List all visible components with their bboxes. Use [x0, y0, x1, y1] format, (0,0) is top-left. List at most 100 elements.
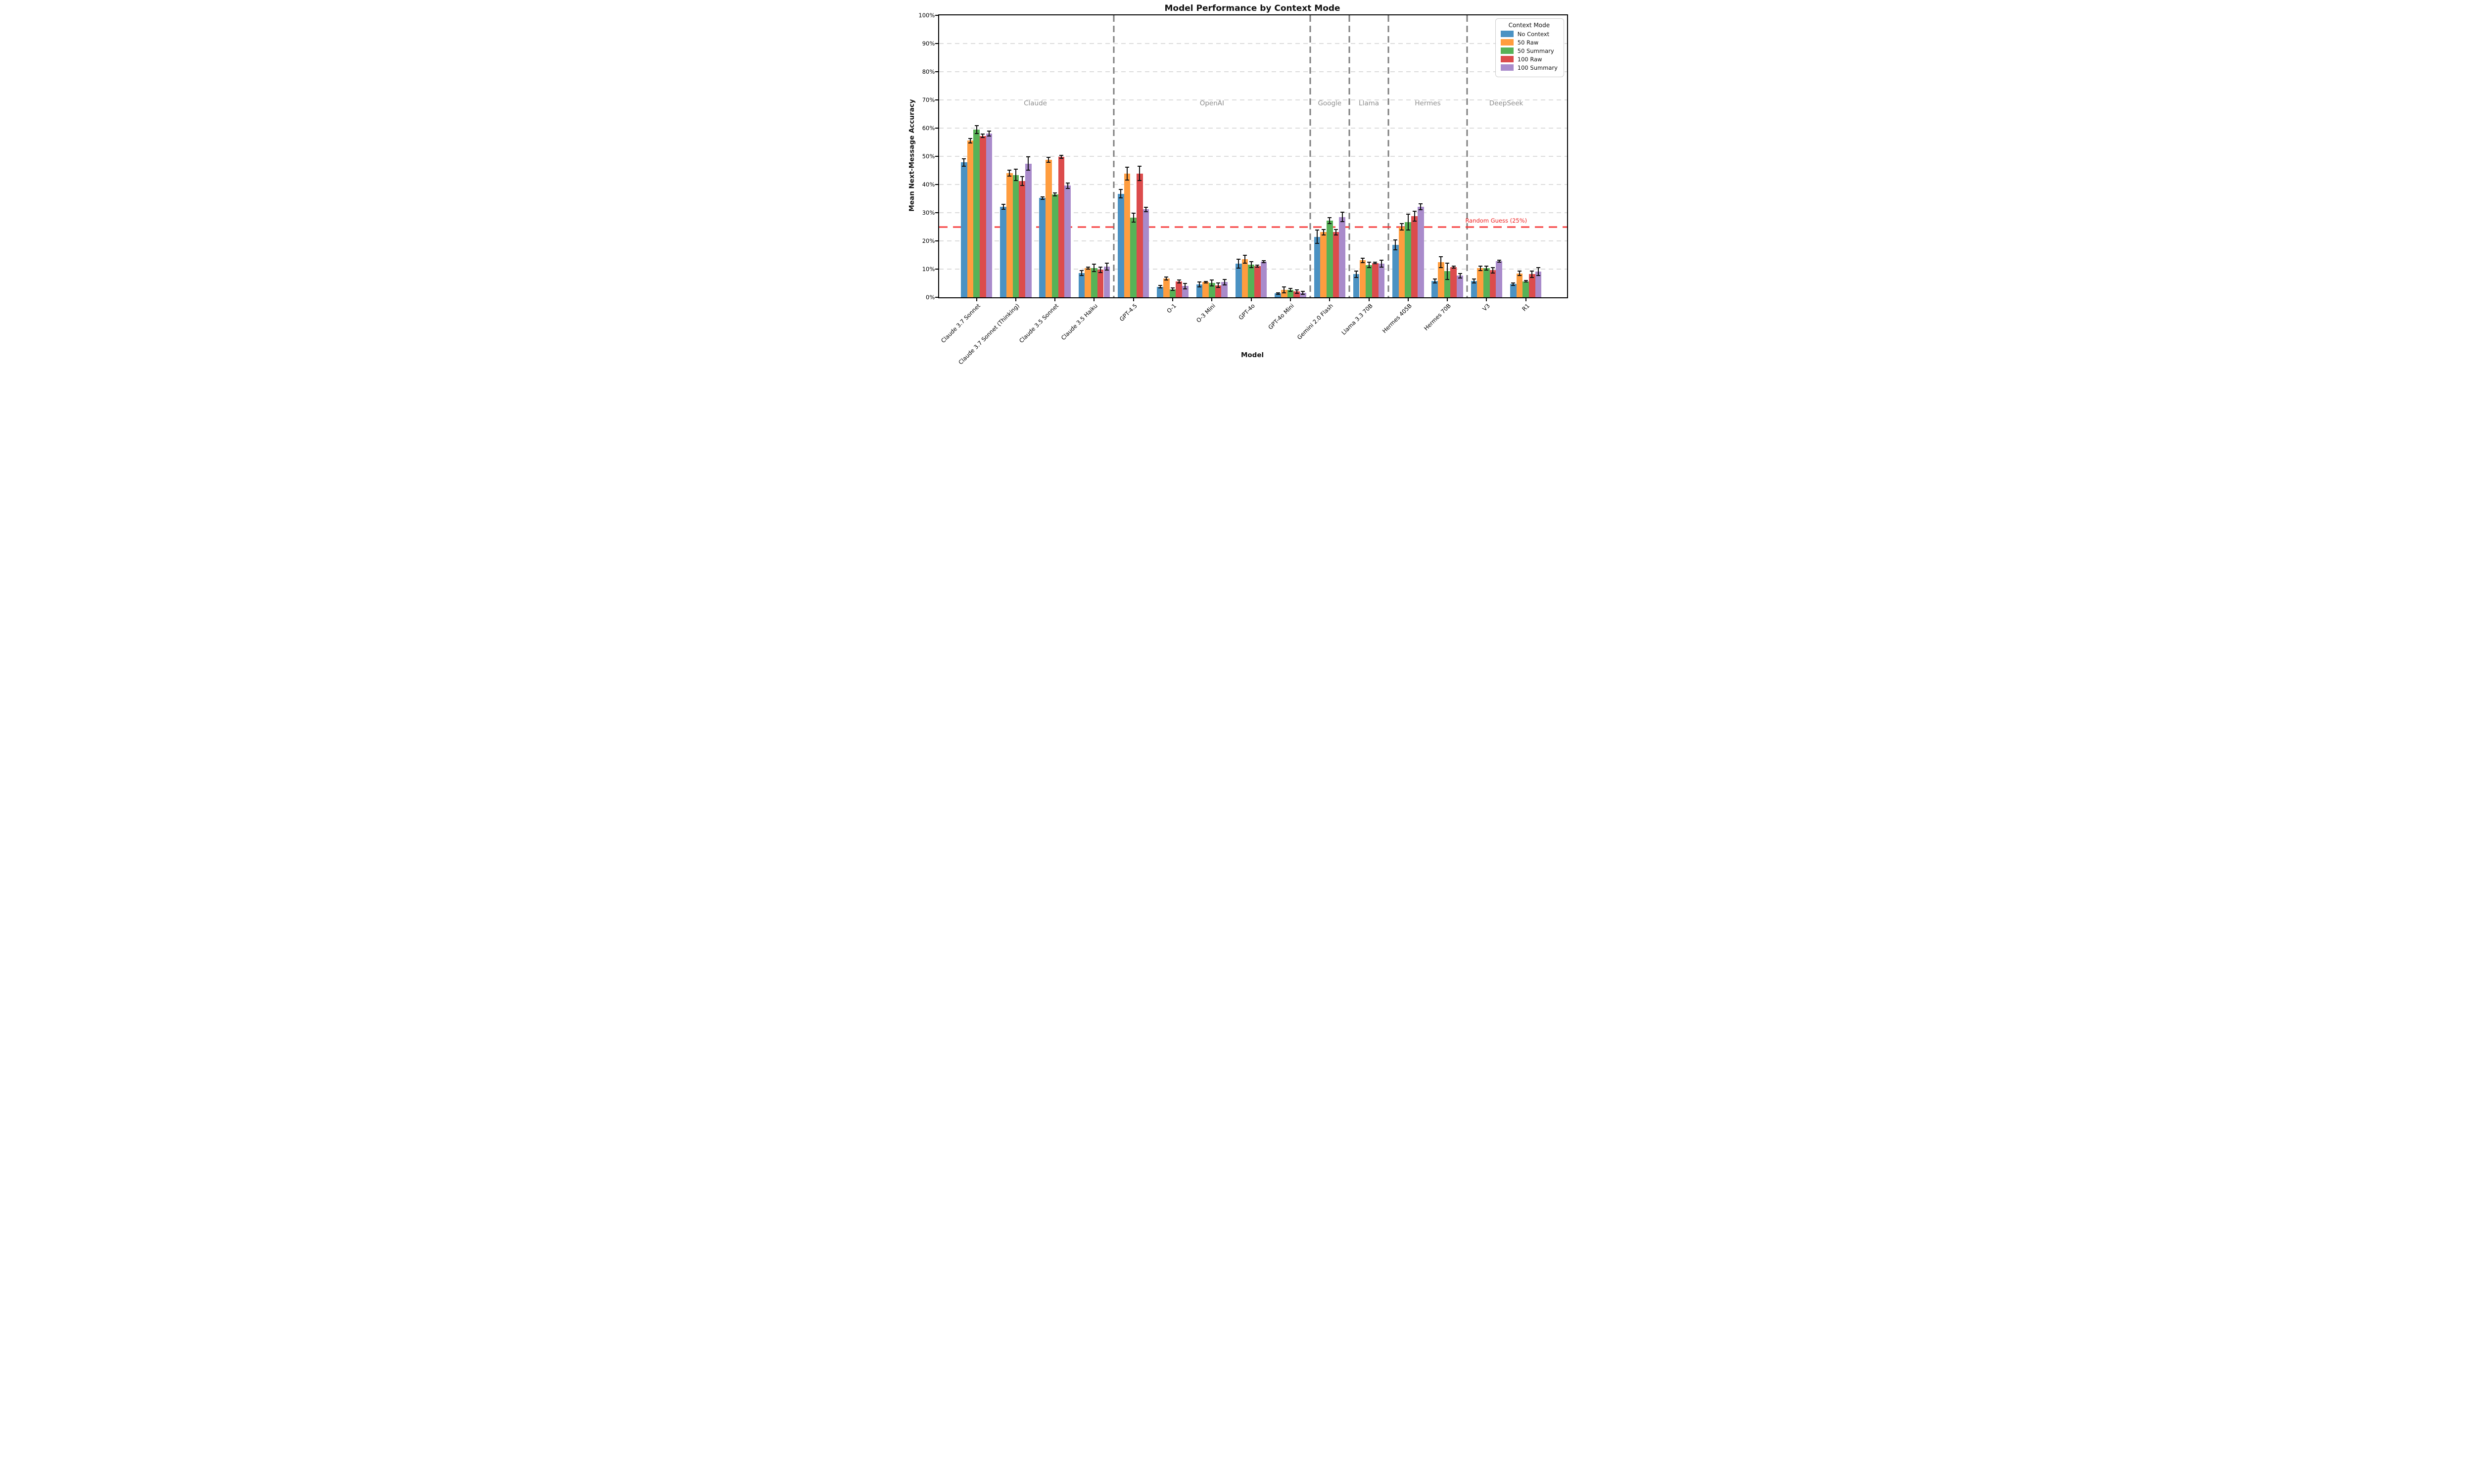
x-tick-11: [1407, 297, 1409, 302]
bar-50-raw-12: [1438, 262, 1444, 298]
errorbar-100-summary-0: [987, 130, 991, 137]
errorbar-100-raw-13: [1491, 267, 1495, 274]
vendor-separator: [1113, 15, 1115, 298]
errorbar-50-summary-6: [1210, 279, 1214, 286]
random-guess-line: [939, 226, 1567, 228]
errorbar-100-summary-10: [1379, 259, 1383, 268]
vendor-separator: [1466, 15, 1468, 298]
y-tick-label-0: 0%: [926, 294, 935, 301]
vendor-label-openai: OpenAI: [1199, 99, 1224, 107]
errorbar-50-summary-13: [1484, 266, 1489, 271]
errorbar-no-context-9: [1315, 229, 1319, 244]
errorbar-50-summary-14: [1523, 279, 1528, 283]
errorbar-50-summary-1: [1013, 169, 1018, 181]
bar-no-context-3: [1078, 273, 1085, 298]
legend-label: 50 Raw: [1517, 39, 1539, 46]
bar-100-summary-6: [1221, 282, 1228, 298]
errorbar-50-summary-11: [1406, 213, 1410, 231]
x-tick-label-0: Claude 3.7 Sonnet: [939, 302, 982, 345]
bar-100-raw-7: [1254, 266, 1261, 298]
vendor-label-deepseek: DeepSeek: [1489, 99, 1523, 107]
bar-100-raw-14: [1529, 274, 1535, 298]
bar-100-summary-3: [1103, 267, 1110, 298]
bar-100-raw-11: [1411, 216, 1418, 298]
errorbar-no-context-5: [1158, 285, 1162, 288]
bar-100-raw-4: [1137, 173, 1143, 298]
y-tick-label-70: 70%: [922, 96, 935, 103]
bar-no-context-11: [1392, 245, 1399, 298]
bar-100-summary-0: [986, 133, 993, 298]
legend-swatch: [1500, 39, 1514, 46]
y-tick-label-30: 30%: [922, 209, 935, 217]
errorbar-no-context-7: [1237, 259, 1241, 269]
x-tick-10: [1368, 297, 1370, 302]
errorbar-100-raw-4: [1138, 166, 1142, 181]
vendor-label-llama: Llama: [1359, 99, 1380, 107]
x-axis-label: Model: [1240, 351, 1264, 359]
errorbar-no-context-11: [1393, 239, 1398, 251]
x-tick-13: [1486, 297, 1487, 302]
y-tick-60: [935, 127, 940, 129]
bar-50-raw-3: [1085, 268, 1092, 298]
bar-50-summary-0: [973, 130, 980, 298]
bar-100-summary-9: [1339, 217, 1345, 298]
chart-title: Model Performance by Context Mode: [1164, 3, 1340, 13]
bar-50-summary-6: [1209, 283, 1215, 298]
gridline-20: [939, 240, 1567, 242]
vendor-label-claude: Claude: [1024, 99, 1047, 107]
errorbar-no-context-6: [1197, 281, 1201, 287]
bar-50-summary-8: [1287, 289, 1294, 298]
bar-no-context-9: [1314, 236, 1321, 298]
errorbar-50-raw-2: [1047, 156, 1051, 163]
y-tick-0: [935, 297, 940, 298]
y-tick-70: [935, 99, 940, 100]
y-tick-90: [935, 43, 940, 44]
gridline-90: [939, 43, 1567, 44]
bar-50-raw-10: [1359, 260, 1366, 298]
gridline-60: [939, 127, 1567, 129]
bar-100-raw-10: [1372, 263, 1379, 298]
errorbar-100-summary-9: [1340, 212, 1344, 222]
bar-no-context-8: [1275, 293, 1281, 298]
x-tick-6: [1211, 297, 1213, 302]
bar-100-raw-1: [1019, 181, 1025, 298]
bar-100-summary-12: [1457, 276, 1463, 298]
y-tick-label-60: 60%: [922, 124, 935, 132]
errorbar-50-raw-13: [1478, 265, 1482, 272]
errorbar-100-summary-11: [1419, 203, 1423, 210]
errorbar-100-raw-5: [1177, 279, 1181, 283]
errorbar-100-raw-7: [1255, 265, 1260, 268]
chart-figure: Model Performance by Context Mode Mean N…: [903, 0, 1571, 371]
legend-swatch: [1500, 56, 1514, 62]
bar-no-context-12: [1431, 280, 1438, 298]
bar-50-summary-14: [1522, 281, 1529, 298]
errorbar-100-raw-2: [1059, 154, 1063, 159]
x-tick-7: [1250, 297, 1252, 302]
vendor-label-google: Google: [1318, 99, 1342, 107]
legend-entry-50-raw: 50 Raw: [1500, 39, 1558, 46]
bar-50-raw-0: [967, 140, 974, 298]
bar-50-summary-2: [1051, 194, 1058, 298]
errorbar-no-context-8: [1276, 292, 1280, 295]
errorbar-50-summary-12: [1445, 262, 1450, 280]
y-tick-20: [935, 240, 940, 242]
x-tick-9: [1329, 297, 1331, 302]
errorbar-no-context-4: [1119, 189, 1123, 199]
bar-100-raw-3: [1097, 270, 1104, 298]
bar-50-raw-5: [1163, 278, 1170, 298]
errorbar-50-summary-8: [1288, 288, 1292, 292]
errorbar-100-raw-0: [981, 134, 985, 139]
bar-100-summary-11: [1417, 207, 1424, 298]
y-tick-label-40: 40%: [922, 181, 935, 188]
errorbar-no-context-1: [1001, 204, 1005, 210]
x-tick-14: [1525, 297, 1526, 302]
legend-swatch: [1500, 31, 1514, 37]
legend-entry-50-summary: 50 Summary: [1500, 47, 1558, 54]
bar-50-raw-11: [1398, 227, 1405, 298]
errorbar-50-summary-9: [1328, 217, 1332, 225]
x-tick-8: [1289, 297, 1291, 302]
bar-50-raw-2: [1046, 159, 1052, 298]
legend-label: 50 Summary: [1517, 47, 1554, 54]
bar-50-raw-14: [1516, 273, 1523, 298]
gridline-40: [939, 184, 1567, 185]
